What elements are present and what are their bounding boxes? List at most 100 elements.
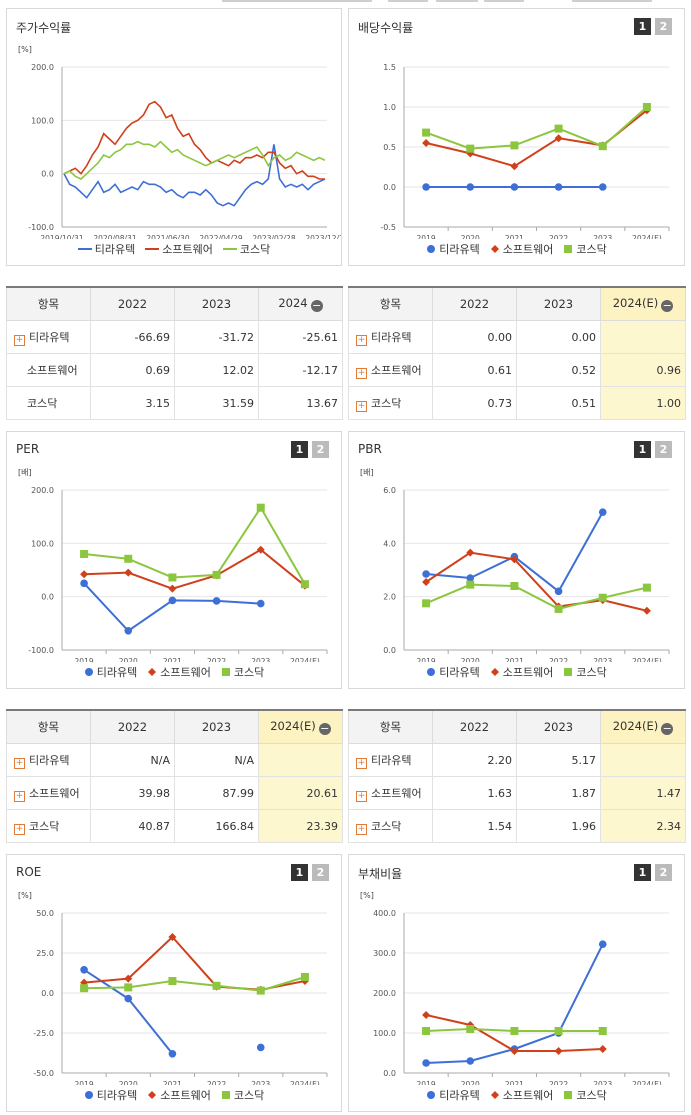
expand-icon[interactable]: + (356, 367, 367, 379)
header-item: 항목 (6, 286, 91, 321)
expand-icon[interactable]: + (14, 823, 25, 835)
legend-label: 코스닥 (576, 666, 607, 679)
page-2-button[interactable]: 2 (655, 441, 672, 458)
data-point (422, 1011, 431, 1019)
collapse-icon[interactable]: − (661, 299, 674, 312)
table-row: + 코스닥 40.87 166.84 23.39 (6, 809, 343, 843)
cell: 0.61 (432, 353, 517, 387)
cell: 40.87 (90, 809, 175, 843)
x-tick-label: 2022/04/29 (199, 234, 242, 239)
legend-item-tiratech: 티라유텍 (84, 1087, 137, 1103)
page-2-button[interactable]: 2 (655, 864, 672, 881)
cell: 39.98 (90, 776, 175, 810)
data-point (80, 570, 89, 579)
x-tick-label: 2022 (549, 1080, 568, 1085)
roe-chart: [%] 50.0 25.0 0.0 -25.0 -50.0 2019 2020 2021 2022… (18, 891, 328, 1085)
x-tick-label: 2020 (119, 657, 138, 662)
cell: 0.51 (516, 386, 601, 420)
unit-label: [%] (18, 45, 32, 54)
series-line-1 (83, 935, 306, 991)
row-label: 소프트웨어 (371, 786, 422, 800)
row-label: 티라유텍 (29, 753, 70, 767)
header-2024e: 2024(E) − (258, 709, 343, 744)
data-point (466, 149, 475, 158)
cell: 1.00 (600, 386, 686, 420)
header-2022: 2022 (432, 709, 517, 744)
legend: 티라유텍 소프트웨어 코스닥 (7, 241, 341, 257)
data-point (422, 599, 431, 608)
cell: 87.99 (174, 776, 259, 810)
expand-icon[interactable]: + (356, 400, 367, 412)
unit-label: [%] (18, 891, 32, 900)
header-2022: 2022 (432, 286, 517, 321)
x-tick-label: 2020/08/31 (93, 234, 136, 239)
cell: 2.20 (432, 743, 517, 777)
collapse-icon[interactable]: − (318, 722, 331, 735)
collapse-icon[interactable]: − (310, 299, 323, 312)
row-label: 코스닥 (371, 396, 402, 410)
data-point (598, 940, 607, 948)
y-tick-label: 1.5 (383, 63, 396, 72)
table-row: + 소프트웨어 1.63 1.87 1.47 (348, 776, 686, 810)
expand-icon[interactable]: + (356, 334, 367, 346)
data-point (80, 966, 88, 974)
expand-icon[interactable]: + (14, 790, 25, 802)
data-point (80, 984, 89, 993)
y-tick-label: -50.0 (33, 1069, 54, 1078)
x-tick-label: 2022 (207, 657, 226, 662)
x-tick-label: 2024(E) (632, 234, 662, 239)
data-point (598, 1045, 607, 1053)
data-point (510, 183, 519, 191)
data-point (598, 183, 607, 191)
page-2-button[interactable]: 2 (655, 18, 672, 35)
page-1-button[interactable]: 1 (634, 18, 651, 35)
legend-label: 코스닥 (239, 243, 271, 256)
expand-icon[interactable]: + (14, 757, 25, 769)
page-2-button[interactable]: 2 (312, 441, 329, 458)
table-row: + 티라유텍 2.20 5.17 (348, 743, 686, 777)
header-2024e: 2024(E) − (600, 709, 686, 744)
page-1-button[interactable]: 1 (291, 864, 308, 881)
data-point (124, 974, 133, 983)
header-label: 2024(E) (612, 719, 659, 733)
data-point (256, 986, 265, 995)
header-item: 항목 (348, 286, 433, 321)
series-line-2 (425, 106, 648, 150)
data-point (466, 548, 475, 557)
y-tick-label: 200.0 (31, 63, 54, 72)
x-tick-label: 2023/12/28 (305, 234, 341, 239)
y-tick-label: 200.0 (373, 989, 396, 998)
table-row: + 코스닥 0.73 0.51 1.00 (348, 386, 686, 420)
x-tick-label: 2022 (549, 234, 568, 239)
expand-icon[interactable]: + (356, 757, 367, 769)
data-point (642, 606, 651, 615)
series-line-1 (63, 100, 325, 180)
x-tick-label: 2021/06/30 (146, 234, 189, 239)
legend-label: 티라유텍 (439, 243, 480, 256)
page-1-button[interactable]: 1 (634, 441, 651, 458)
legend-item-software: 소프트웨어 (490, 241, 553, 257)
legend-label: 코스닥 (576, 1089, 607, 1102)
table-row: + 코스닥 1.54 1.96 2.34 (348, 809, 686, 843)
x-tick-label: 2019 (75, 657, 94, 662)
legend-label: 티라유텍 (439, 666, 480, 679)
legend-item-kosdaq: 코스닥 (221, 1087, 264, 1103)
expand-icon[interactable]: + (356, 790, 367, 802)
page-2-button[interactable]: 2 (312, 864, 329, 881)
cell: 20.61 (258, 776, 343, 810)
x-tick-label: 2020 (461, 657, 480, 662)
y-tick-label: -100.0 (28, 646, 54, 655)
table-row: + 소프트웨어 0.61 0.52 0.96 (348, 353, 686, 387)
data-point (598, 593, 607, 602)
data-point (466, 144, 475, 153)
series-line-2 (83, 505, 306, 585)
y-tick-label: 0.0 (41, 170, 54, 179)
legend-label: 티라유텍 (439, 1089, 480, 1102)
collapse-icon[interactable]: − (661, 722, 674, 735)
data-point (422, 183, 430, 191)
panel-title: 주가수익률 (16, 21, 72, 35)
page-1-button[interactable]: 1 (291, 441, 308, 458)
expand-icon[interactable]: + (14, 334, 25, 346)
expand-icon[interactable]: + (356, 823, 367, 835)
page-1-button[interactable]: 1 (634, 864, 651, 881)
